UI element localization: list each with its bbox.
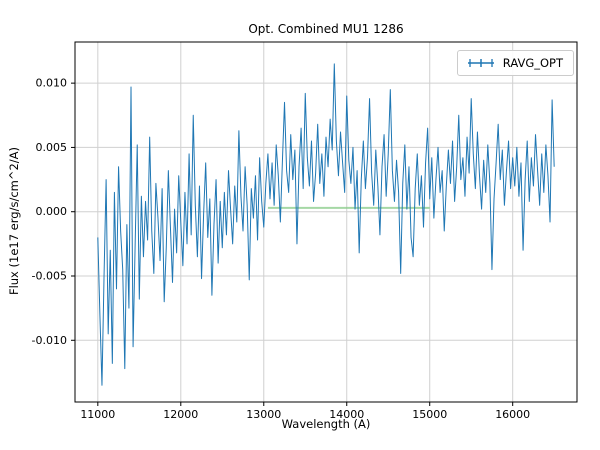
legend-label: RAVG_OPT [502, 56, 563, 70]
x-tick-label: 15000 [412, 408, 447, 421]
legend: RAVG_OPT [456, 50, 574, 76]
y-tick-label: 0.010 [36, 77, 68, 90]
y-tick-label: -0.005 [32, 270, 67, 283]
x-tick-label: 13000 [246, 408, 281, 421]
y-tick-label: 0.005 [36, 141, 68, 154]
x-tick-label: 14000 [329, 408, 364, 421]
x-axis-label: Wavelength (A) [281, 417, 371, 431]
legend-errorbar-sample [467, 59, 494, 67]
x-tick-label: 11000 [80, 408, 115, 421]
series-ravg_opt [97, 63, 555, 386]
axes-spines [74, 41, 578, 403]
y-axis-label: Flux (1e17 erg/s/cm^2/A) [7, 146, 21, 296]
x-tick-label: 12000 [163, 408, 198, 421]
y-tick-label: -0.010 [32, 334, 67, 347]
y-tick-label: 0.000 [36, 205, 68, 218]
x-tick-label: 16000 [495, 408, 530, 421]
chart-title: Opt. Combined MU1 1286 [248, 22, 404, 36]
